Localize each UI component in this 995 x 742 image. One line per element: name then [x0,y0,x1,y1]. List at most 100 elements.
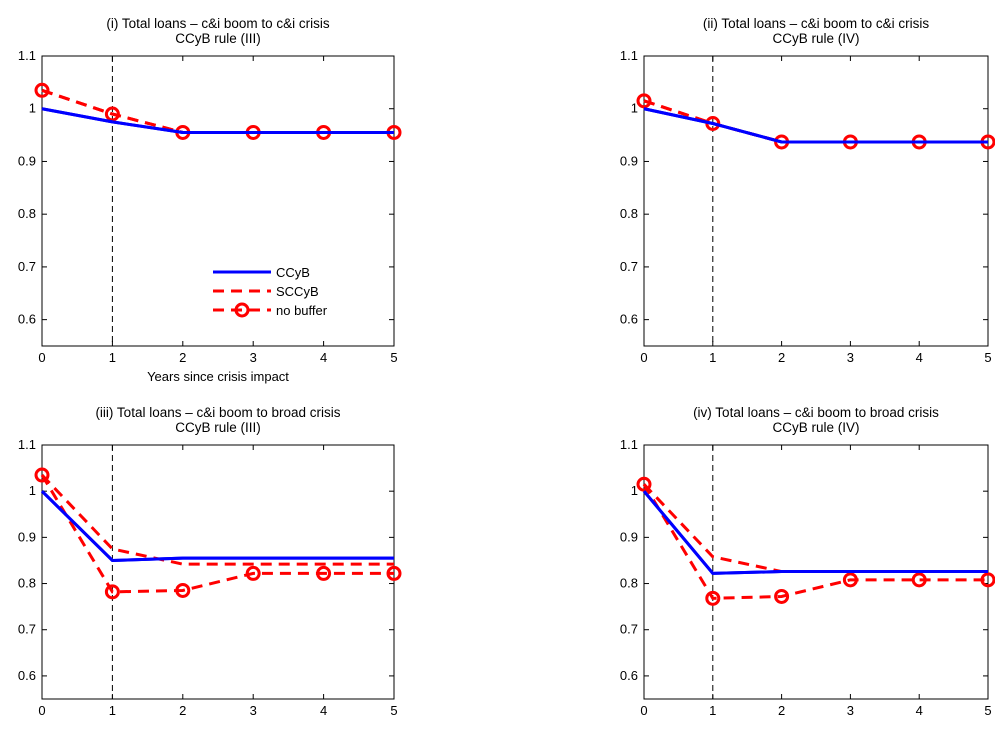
data-point-marker [386,565,402,581]
x-tick-label: 2 [778,703,785,718]
data-point-marker [34,467,50,483]
data-point-marker [104,584,120,600]
x-tick-label: 5 [984,703,991,718]
legend-label: CCyB [276,265,310,280]
x-tick-label: 3 [250,703,257,718]
series-line-ccyb-top [642,490,988,575]
x-tick-label: 3 [847,350,854,365]
data-point-marker [636,93,652,109]
series-line-no-buffer [643,99,988,144]
series-line-ccyb [643,107,988,144]
series-group [34,82,402,140]
data-point-marker [842,572,858,588]
chart-title: (iii) Total loans – c&i boom to broad cr… [95,405,340,420]
series-group [34,467,402,600]
chart-subtitle: CCyB rule (IV) [772,31,859,46]
series-line-sccyb [643,99,988,144]
series-line-ccyb [642,490,988,575]
y-tick-label: 1 [631,101,638,116]
x-tick-label: 2 [179,350,186,365]
chart-title: (ii) Total loans – c&i boom to c&i crisi… [703,16,930,31]
y-tick-label: 1.1 [620,48,638,63]
data-point-marker [175,582,191,598]
y-tick-label: 0.6 [620,668,638,683]
x-tick-label: 4 [916,350,923,365]
legend: CCyB SCCyB no buffer [213,265,328,318]
x-tick-label: 5 [984,350,991,365]
y-tick-label: 0.7 [620,259,638,274]
y-tick-label: 0.6 [18,312,36,327]
series-group [636,93,995,150]
y-tick-label: 0.9 [18,153,36,168]
series-line-sccyb [40,473,394,566]
legend-marker [234,302,250,318]
y-tick-label: 0.7 [18,259,36,274]
y-tick-label: 1.1 [18,48,36,63]
x-tick-label: 4 [320,350,327,365]
y-tick-label: 0.8 [18,206,36,221]
y-tick-label: 1 [631,483,638,498]
x-tick-label: 2 [179,703,186,718]
y-tick-label: 0.9 [18,529,36,544]
y-tick-label: 1 [29,101,36,116]
data-point-marker [34,82,50,98]
data-point-marker [636,476,652,492]
data-point-marker [980,572,995,588]
y-tick-label: 0.8 [620,576,638,591]
chart-subtitle: CCyB rule (III) [175,31,261,46]
series-line-ccyb [40,490,394,562]
series-line-sccyb [642,483,988,574]
y-tick-label: 0.6 [620,312,638,327]
chart-title: (iv) Total loans – c&i boom to broad cri… [693,405,939,420]
data-point-marker [316,565,332,581]
y-tick-label: 0.6 [18,668,36,683]
legend-label: SCCyB [276,284,319,299]
x-tick-label: 4 [320,703,327,718]
chart-title: (i) Total loans – c&i boom to c&i crisis [106,16,330,31]
y-tick-label: 0.7 [620,622,638,637]
x-tick-label: 3 [250,350,257,365]
series-line-no-buffer [642,483,988,600]
data-point-marker [705,590,721,606]
series-line-ccyb [41,107,394,134]
legend-label: no buffer [276,303,328,318]
y-tick-label: 0.9 [620,529,638,544]
x-tick-label: 0 [640,703,647,718]
x-tick-label: 3 [847,703,854,718]
x-tick-label: 5 [390,350,397,365]
series-line-no-buffer [40,474,394,594]
y-tick-label: 1 [29,483,36,498]
y-tick-label: 1.1 [620,437,638,452]
y-tick-label: 0.7 [18,622,36,637]
series-line-ccyb-top [643,107,988,144]
x-tick-label: 0 [640,350,647,365]
data-point-marker [911,572,927,588]
x-tick-label: 1 [709,703,716,718]
series-line-no-buffer [41,88,394,134]
x-tick-label: 4 [916,703,923,718]
data-point-marker [104,106,120,122]
x-tick-label: 0 [38,350,45,365]
x-tick-label: 0 [38,703,45,718]
x-axis-label: Years since crisis impact [147,369,289,384]
chart-panel-3: (iii) Total loans – c&i boom to broad cr… [18,405,402,718]
x-tick-label: 1 [109,703,116,718]
y-tick-label: 0.8 [620,206,638,221]
series-group [636,476,995,606]
series-line-sccyb [41,88,394,134]
x-tick-label: 5 [390,703,397,718]
chart-panel-2: (ii) Total loans – c&i boom to c&i crisi… [620,16,995,365]
x-tick-label: 1 [109,350,116,365]
chart-subtitle: CCyB rule (III) [175,420,261,435]
y-tick-label: 0.9 [620,153,638,168]
data-point-marker [245,565,261,581]
x-tick-label: 2 [778,350,785,365]
chart-panel-1: (i) Total loans – c&i boom to c&i crisis… [18,16,402,384]
series-line-ccyb-top [41,107,394,134]
chart-subtitle: CCyB rule (IV) [772,420,859,435]
data-point-marker [774,588,790,604]
axes-frame [643,55,989,347]
series-line-ccyb-top [40,490,394,562]
y-tick-label: 1.1 [18,437,36,452]
